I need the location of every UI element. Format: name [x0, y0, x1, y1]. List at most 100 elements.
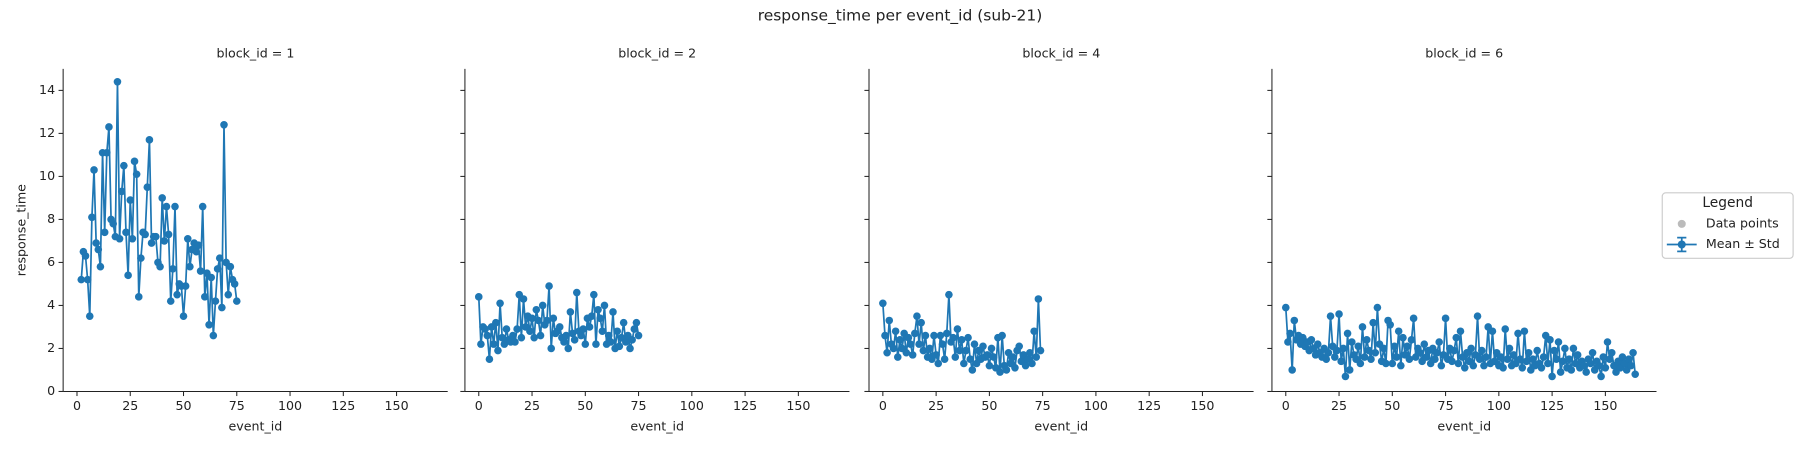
data-point: [1422, 353, 1431, 361]
data-point: [485, 355, 494, 363]
data-point: [1509, 351, 1518, 359]
data-point: [930, 331, 938, 340]
data-point: [925, 344, 934, 353]
facet-title: block_id = 1: [216, 45, 294, 60]
data-point: [1021, 361, 1030, 370]
data-point: [600, 301, 609, 310]
x-tick-label: 25: [928, 398, 944, 413]
data-point: [921, 331, 930, 340]
data-point: [483, 331, 492, 340]
data-point: [1416, 348, 1424, 357]
x-tick-label: 100: [1084, 398, 1108, 413]
data-point: [211, 297, 220, 305]
data-point: [152, 232, 160, 241]
data-point: [966, 355, 974, 363]
data-point: [1354, 342, 1363, 351]
data-point: [1631, 370, 1639, 379]
data-point: [1607, 348, 1616, 357]
data-point: [998, 331, 1006, 340]
data-point: [198, 202, 207, 211]
data-point: [1558, 357, 1567, 366]
data-point: [1499, 364, 1507, 372]
data-point: [594, 305, 602, 314]
data-point: [220, 121, 228, 129]
data-point: [530, 333, 538, 342]
data-point: [1475, 355, 1484, 363]
data-point: [1284, 338, 1292, 346]
data-point: [1360, 353, 1369, 361]
data-point: [1552, 355, 1561, 363]
data-point: [1569, 344, 1578, 353]
data-point: [626, 344, 634, 353]
data-point: [1356, 359, 1365, 368]
data-point: [590, 290, 598, 299]
data-point: [598, 327, 607, 336]
data-point: [1399, 333, 1407, 342]
data-point: [1341, 372, 1350, 381]
data-point: [572, 288, 581, 297]
data-point: [987, 344, 996, 353]
data-point: [615, 342, 624, 351]
data-point: [1028, 359, 1036, 368]
data-point: [919, 346, 928, 355]
data-point: [983, 351, 992, 359]
data-point: [996, 368, 1004, 376]
data-point: [532, 305, 541, 314]
data-point: [186, 262, 194, 271]
data-point: [917, 318, 925, 327]
data-point: [1469, 361, 1478, 370]
data-point: [1565, 355, 1573, 363]
data-point: [534, 316, 543, 325]
x-tick-label: 0: [1282, 398, 1290, 413]
data-point: [891, 327, 900, 336]
data-point: [1365, 346, 1373, 355]
data-point: [1482, 353, 1490, 361]
data-point: [628, 336, 636, 344]
y-axis-label: response_time: [13, 184, 28, 276]
data-point: [545, 282, 553, 290]
data-point: [164, 230, 173, 239]
legend-title: Legend: [1702, 195, 1753, 211]
data-point: [92, 239, 100, 247]
data-point: [1514, 329, 1522, 338]
x-tick-label: 125: [733, 398, 757, 413]
data-point: [122, 228, 130, 237]
data-point: [915, 340, 923, 348]
data-point: [194, 241, 203, 250]
data-point: [156, 262, 164, 271]
data-point: [85, 312, 94, 320]
data-point: [1326, 312, 1335, 320]
x-tick-label: 50: [577, 398, 593, 413]
data-point: [1522, 357, 1531, 366]
data-point: [1345, 366, 1354, 374]
data-point: [1011, 364, 1019, 372]
data-point: [957, 336, 966, 344]
x-tick-label: 25: [1331, 398, 1347, 413]
data-point: [1556, 368, 1565, 376]
data-point: [215, 254, 224, 262]
data-point: [115, 234, 124, 243]
data-point: [1420, 340, 1429, 348]
data-point: [1473, 312, 1482, 320]
data-point: [1313, 340, 1322, 348]
data-point: [1467, 344, 1475, 353]
data-point: [579, 325, 587, 333]
data-point: [1307, 336, 1316, 344]
data-point: [1335, 310, 1343, 318]
data-point: [173, 290, 181, 299]
data-point: [528, 314, 536, 323]
data-point: [1524, 348, 1533, 357]
data-point: [1448, 357, 1456, 366]
series-line: [80, 81, 238, 336]
data-point: [1550, 346, 1559, 355]
data-point: [940, 355, 949, 363]
data-point: [962, 346, 970, 355]
data-point: [496, 299, 504, 308]
data-point: [1339, 344, 1348, 353]
data-point: [1367, 355, 1375, 363]
data-point: [1333, 346, 1341, 355]
data-point: [511, 338, 519, 346]
data-point: [213, 265, 222, 273]
y-tick-label: 2: [47, 340, 55, 355]
data-point: [1518, 364, 1527, 372]
